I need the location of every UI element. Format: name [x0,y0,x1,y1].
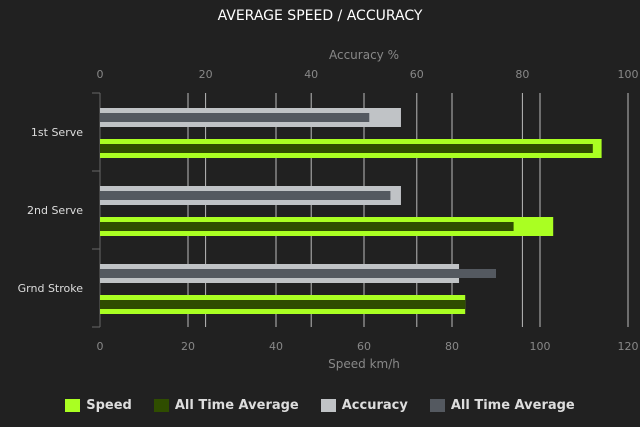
legend: Speed All Time Average Accuracy All Time… [0,398,640,413]
legend-swatch [320,399,336,412]
top-tick-label: 20 [199,68,213,81]
legend-label: Accuracy [341,398,408,413]
legend-label: All Time Average [174,398,299,413]
bottom-tick-label: 100 [530,340,551,353]
bar-all-time-average [100,191,391,200]
legend-item-speed[interactable]: Speed [65,398,132,413]
legend-label: All Time Average [450,398,575,413]
bar-all-time-average [100,144,593,153]
category-label: Grnd Stroke [18,282,84,295]
legend-swatch [65,399,81,412]
bottom-tick-label: 40 [269,340,283,353]
legend-item-accuracy-average[interactable]: All Time Average [429,398,575,413]
bottom-axis-title: Speed km/h [328,357,400,371]
bottom-tick-label: 20 [181,340,195,353]
legend-item-speed-average[interactable]: All Time Average [153,398,299,413]
bottom-tick-label: 80 [445,340,459,353]
bar-all-time-average [100,113,370,122]
bottom-tick-label: 120 [618,340,639,353]
category-label: 1st Serve [31,126,83,139]
bar-all-time-average [100,300,466,309]
top-tick-label: 100 [618,68,639,81]
top-tick-label: 60 [410,68,424,81]
legend-swatch [153,399,169,412]
legend-swatch [429,399,445,412]
top-axis-title: Accuracy % [329,48,399,62]
top-tick-label: 0 [97,68,104,81]
top-tick-label: 40 [304,68,318,81]
bar-all-time-average [100,222,514,231]
legend-label: Speed [86,398,132,413]
bottom-tick-label: 0 [97,340,104,353]
chart-title: AVERAGE SPEED / ACCURACY [217,8,423,24]
category-label: 2nd Serve [27,204,83,217]
top-tick-label: 80 [515,68,529,81]
legend-item-accuracy[interactable]: Accuracy [320,398,408,413]
bar-all-time-average [100,269,496,278]
bottom-tick-label: 60 [357,340,371,353]
